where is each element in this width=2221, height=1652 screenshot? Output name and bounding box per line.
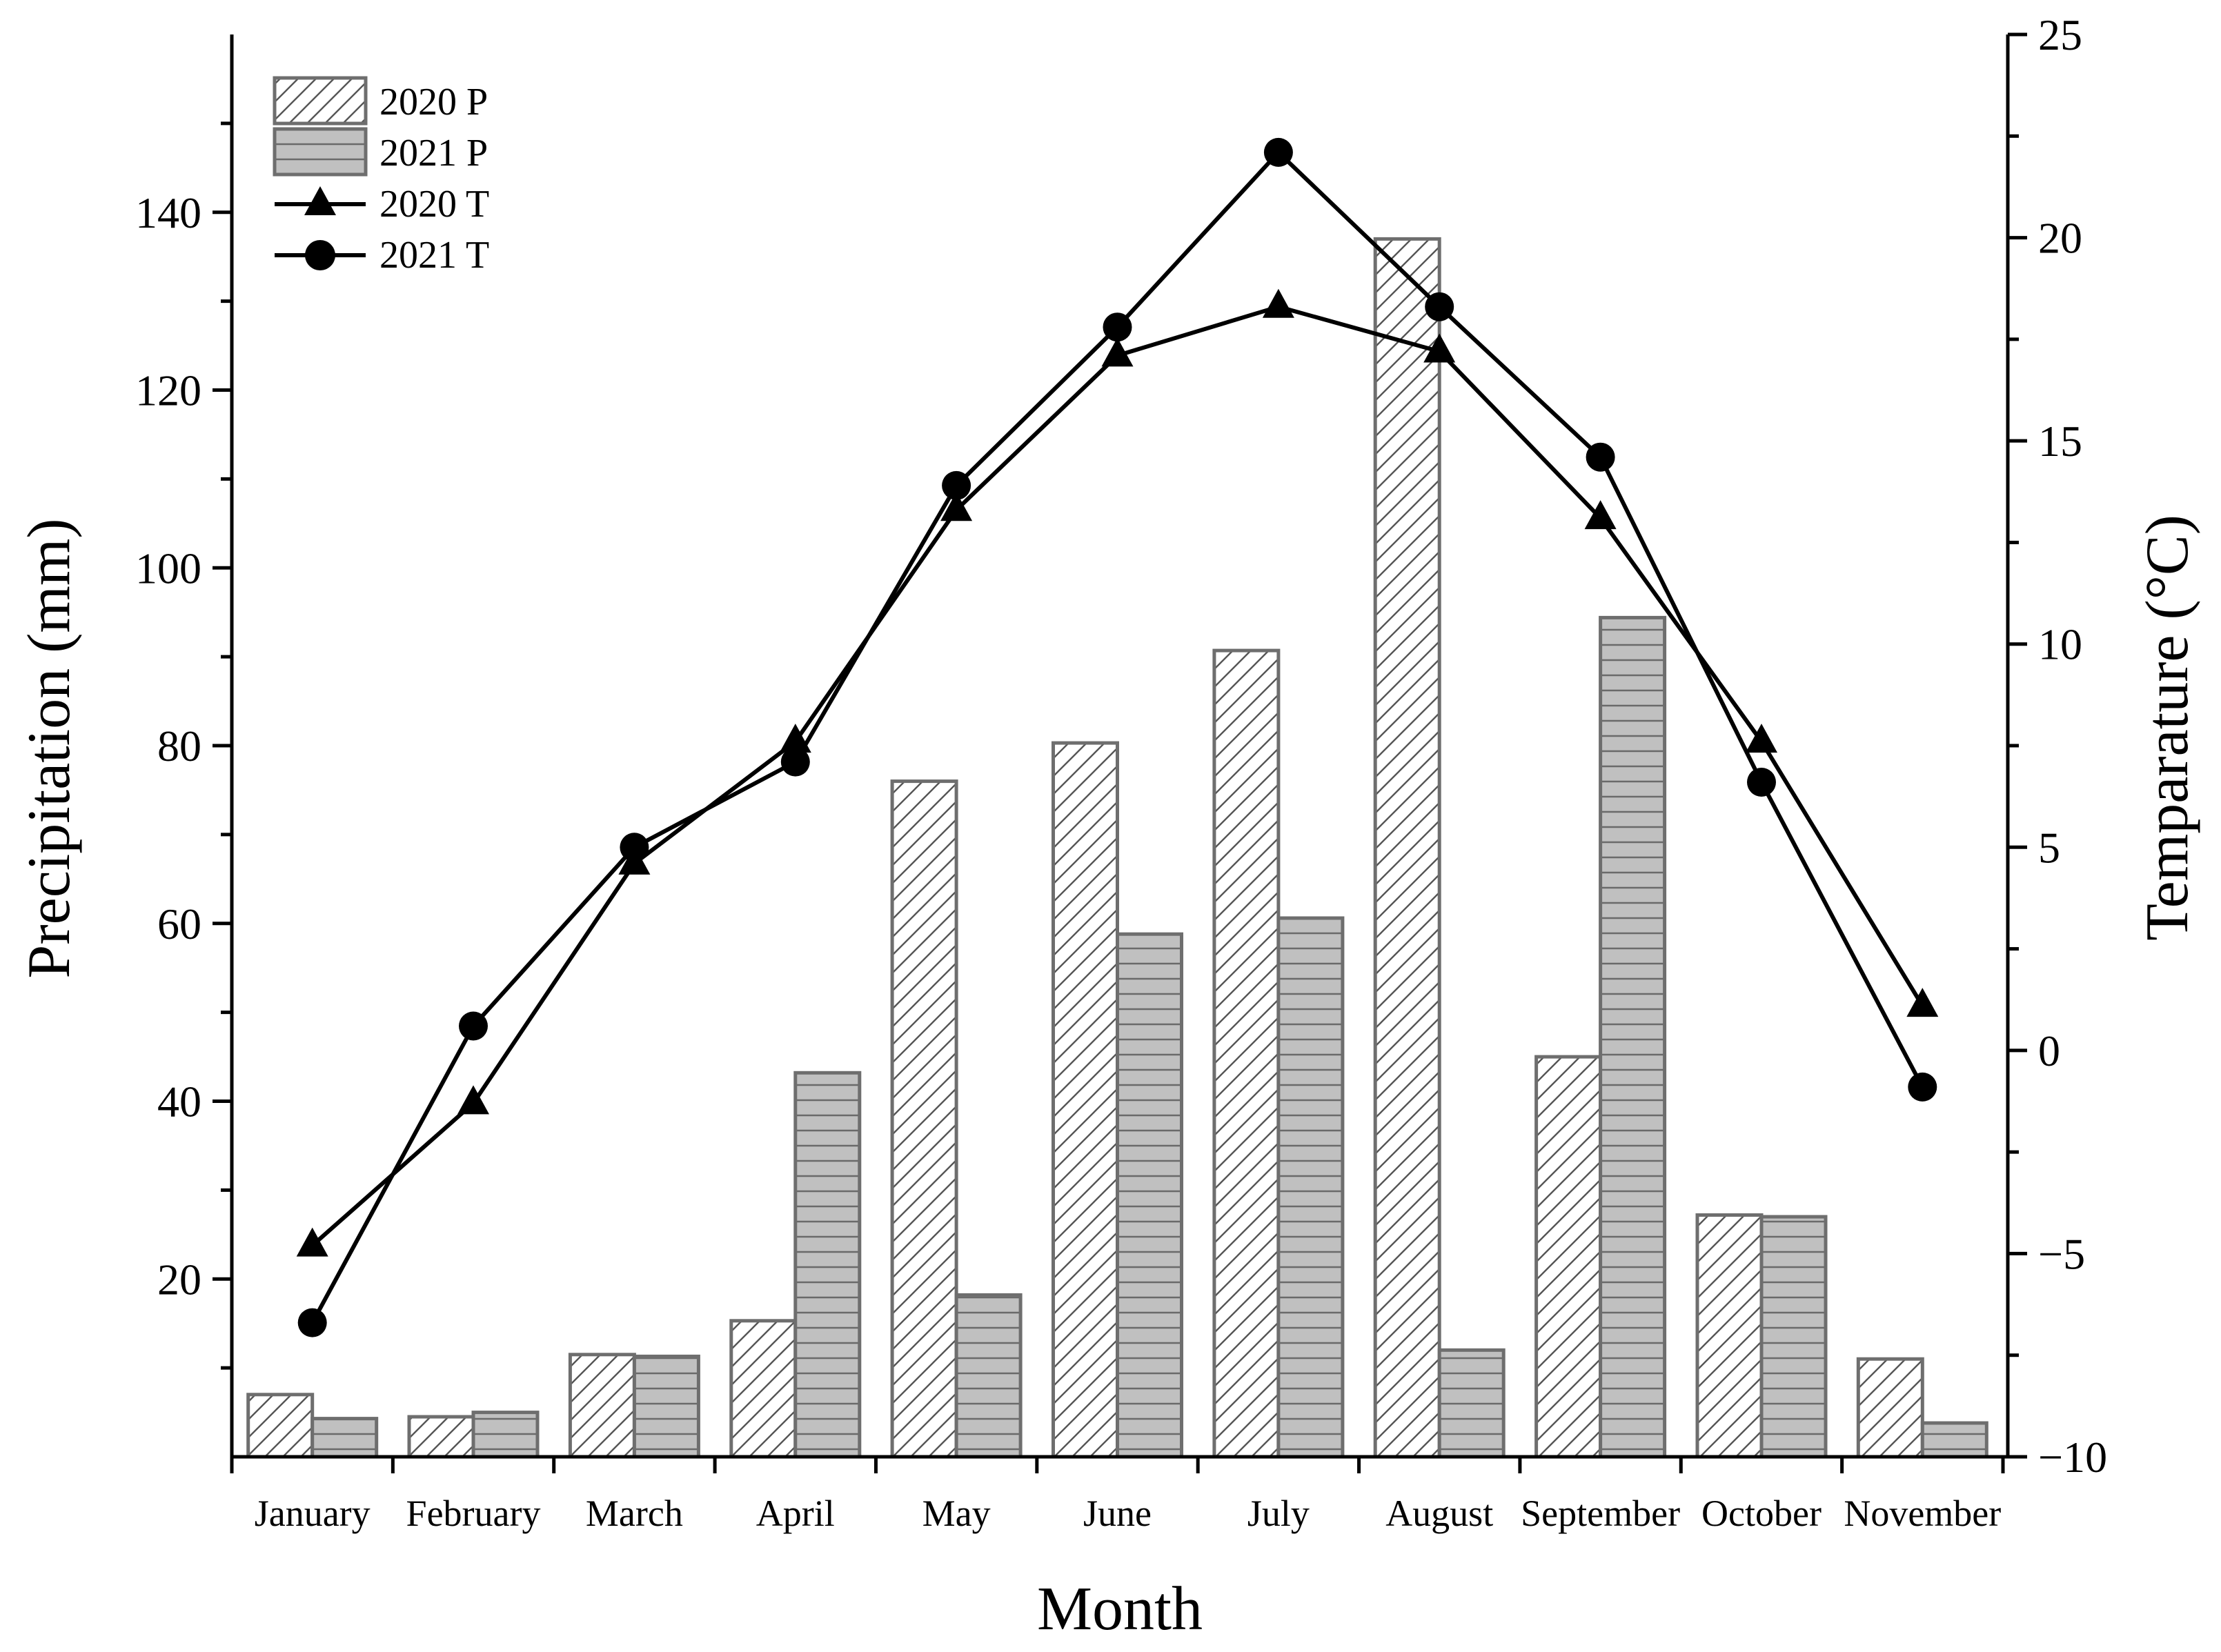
legend-swatch-2021-p — [273, 127, 368, 177]
bar-2021-p-october — [1759, 1215, 1828, 1459]
bar-2021-p-january — [310, 1417, 379, 1459]
y-axis-title: Precipitation (mm) — [16, 518, 83, 978]
bar-2021-p-march — [632, 1354, 700, 1459]
bar-2020-p-february — [407, 1415, 475, 1459]
point-2020-t-june — [1101, 337, 1134, 367]
bar-2021-p-february — [471, 1411, 540, 1459]
x-tick-label-january: January — [255, 1493, 371, 1534]
x-tick-label-october: October — [1701, 1493, 1822, 1534]
bars-layer — [246, 237, 1988, 1459]
point-2020-t-january — [296, 1227, 328, 1257]
point-2021-t-november — [1908, 1072, 1937, 1102]
point-2021-t-may — [942, 470, 971, 500]
point-2020-t-october — [1746, 724, 1777, 753]
point-2021-t-august — [1425, 292, 1454, 321]
y-tick-label: 80 — [157, 721, 201, 770]
x-tick-label-june: June — [1083, 1493, 1152, 1534]
y2-tick-label: 25 — [2038, 10, 2082, 59]
y2-tick-label: −10 — [2038, 1433, 2107, 1482]
bar-2020-p-october — [1695, 1213, 1764, 1459]
point-2021-t-february — [459, 1011, 488, 1041]
y-tick-label: 120 — [135, 366, 201, 415]
bar-2020-p-july — [1212, 648, 1281, 1459]
bar-2021-p-august — [1437, 1348, 1506, 1459]
x-tick-label-november: November — [1844, 1493, 2001, 1534]
point-2021-t-july — [1263, 137, 1293, 167]
point-2020-t-july — [1262, 288, 1294, 318]
y-tick-label: 140 — [135, 188, 201, 237]
bar-2020-p-september — [1534, 1055, 1603, 1459]
legend-label-2021-p: 2021 P — [379, 132, 488, 175]
point-2020-t-august — [1423, 333, 1456, 363]
x-tick-label-august: August — [1385, 1493, 1493, 1534]
x-tick-label-march: March — [586, 1493, 683, 1534]
point-2020-t-september — [1584, 500, 1617, 530]
lines-layer — [296, 137, 1939, 1337]
y2-tick-label: 20 — [2038, 214, 2082, 263]
x-tick-label-april: April — [756, 1493, 835, 1534]
point-2021-t-january — [297, 1308, 327, 1337]
bar-2020-p-may — [890, 779, 958, 1459]
point-2021-t-march — [620, 833, 649, 862]
point-2020-t-november — [1906, 988, 1939, 1017]
bar-2020-p-march — [568, 1353, 636, 1459]
bar-2021-p-june — [1116, 932, 1183, 1459]
legend: 2020 P 2021 P 2020 T 2021 T — [273, 76, 489, 277]
y-tick-label: 100 — [135, 544, 201, 593]
bar-2021-p-september — [1599, 615, 1667, 1459]
x-tick-label-july: July — [1247, 1493, 1310, 1534]
bar-2020-p-august — [1373, 237, 1441, 1459]
y2-tick-label: 0 — [2038, 1026, 2060, 1075]
bar-2020-p-november — [1856, 1357, 1924, 1459]
bar-2021-p-november — [1920, 1421, 1988, 1459]
point-2021-t-april — [780, 747, 810, 777]
legend-label-2021-t: 2021 T — [379, 234, 489, 277]
y2-tick-label: 10 — [2038, 620, 2082, 669]
bar-2020-p-june — [1052, 741, 1119, 1459]
legend-marker-circle — [305, 240, 335, 270]
bar-2021-p-april — [793, 1071, 862, 1459]
point-2021-t-september — [1586, 442, 1615, 472]
y2-axis-title: Temparature (°C) — [2134, 515, 2201, 941]
bar-2020-p-april — [729, 1319, 798, 1459]
point-2020-t-may — [940, 492, 973, 521]
point-2020-t-february — [457, 1085, 489, 1115]
y2-tick-label: 15 — [2038, 417, 2082, 466]
bar-2021-p-may — [954, 1293, 1023, 1459]
x-axis-title: Month — [1037, 1575, 1203, 1643]
legend-label-2020-p: 2020 P — [379, 81, 488, 123]
y-tick-label: 60 — [157, 899, 201, 948]
x-tick-label-september: September — [1521, 1493, 1680, 1534]
legend-marker-triangle — [304, 186, 336, 215]
legend-swatch-2020-p — [273, 76, 368, 126]
y-tick-label: 40 — [157, 1077, 201, 1126]
x-tick-label-may: May — [922, 1493, 991, 1534]
axes-layer: 20 40 60 80 100 120 140 −10 −5 0 5 10 15 20 25 January F… — [135, 10, 2107, 1534]
y2-tick-label: −5 — [2038, 1229, 2085, 1278]
point-2021-t-june — [1103, 312, 1132, 342]
y-tick-label: 20 — [157, 1255, 201, 1304]
x-tick-label-february: February — [406, 1493, 541, 1534]
bar-2021-p-july — [1276, 916, 1345, 1459]
point-2021-t-october — [1747, 768, 1776, 797]
y2-tick-label: 5 — [2038, 823, 2060, 872]
bar-2020-p-january — [246, 1393, 315, 1459]
legend-label-2020-t: 2020 T — [379, 183, 489, 226]
